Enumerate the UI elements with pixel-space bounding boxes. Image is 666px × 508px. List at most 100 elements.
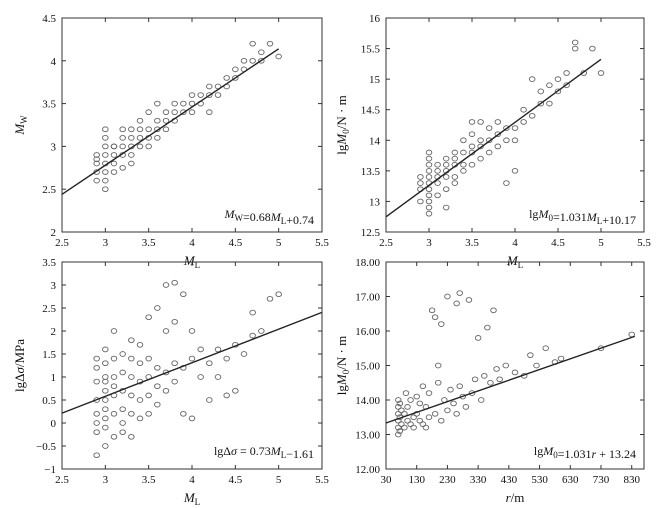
chart-panel-p3: 2.5 3 3.5 4 4.5 5 5.5 −1 −0.5 0 0.5 1 1.5 2 2.5 3 3.5 ML l… <box>12 257 329 507</box>
y-axis-label: lgM0/N · m <box>334 95 351 154</box>
data-point <box>431 314 439 321</box>
data-point <box>119 143 126 150</box>
y-tick-label: 1 <box>51 372 57 384</box>
data-point <box>162 328 170 334</box>
fit-equation: lgM0=1.031r + 13.24 <box>534 444 636 461</box>
data-point <box>102 126 109 133</box>
fit-equation: lgΔσ = 0.73ML−1.61 <box>214 444 314 461</box>
data-point <box>451 155 459 162</box>
data-point <box>93 364 100 371</box>
data-point <box>425 414 433 421</box>
data-point <box>434 379 442 386</box>
data-point <box>494 119 502 125</box>
data-point <box>546 82 553 89</box>
data-point <box>474 335 482 341</box>
data-point <box>128 374 135 380</box>
data-point <box>258 57 265 64</box>
y-tick-label: 13 <box>369 196 381 208</box>
data-point <box>93 429 100 436</box>
data-point <box>444 407 451 414</box>
data-point <box>537 88 545 95</box>
data-point <box>527 352 534 359</box>
data-point <box>456 383 463 390</box>
data-point <box>93 177 100 184</box>
regression-line <box>61 311 323 414</box>
data-point <box>128 134 135 141</box>
data-point <box>102 169 109 175</box>
data-point <box>128 392 135 399</box>
data-point <box>546 100 553 107</box>
regression-line <box>61 48 280 195</box>
x-tick-label: 4.5 <box>551 237 565 249</box>
regression-line <box>385 335 636 424</box>
data-point <box>404 417 411 424</box>
x-tick-label: 230 <box>439 474 456 486</box>
data-point <box>442 204 450 211</box>
data-point <box>477 119 484 125</box>
data-point <box>180 109 187 116</box>
data-point <box>128 126 135 133</box>
data-point <box>154 134 161 141</box>
x-axis-label: ML <box>183 253 200 270</box>
x-tick-label: 3 <box>103 474 109 486</box>
data-point <box>417 174 424 180</box>
data-point <box>154 364 161 371</box>
data-point <box>493 366 500 372</box>
data-point <box>484 324 491 331</box>
data-point <box>398 407 405 414</box>
data-point <box>197 374 204 380</box>
data-point <box>102 186 109 193</box>
data-point <box>136 143 144 150</box>
data-point <box>171 100 178 107</box>
data-point <box>434 180 441 186</box>
data-point <box>136 126 144 133</box>
data-point <box>442 155 450 162</box>
plot-frame <box>61 261 323 470</box>
data-point <box>494 143 502 150</box>
data-point <box>494 131 502 138</box>
data-point <box>266 295 274 302</box>
data-point <box>197 346 204 353</box>
data-point <box>477 143 484 150</box>
data-point <box>249 309 256 316</box>
x-tick-label: 30 <box>381 474 393 486</box>
data-point <box>110 410 118 417</box>
x-tick-label: 2.5 <box>55 237 69 249</box>
data-point <box>110 152 118 158</box>
data-point <box>557 355 565 362</box>
data-point <box>395 431 402 438</box>
data-point <box>154 126 161 133</box>
data-point <box>136 360 144 367</box>
data-point <box>171 109 178 116</box>
x-tick-label: 3.5 <box>142 474 156 486</box>
y-tick-label: 0 <box>51 418 57 430</box>
y-tick-label: 15 <box>369 74 381 86</box>
data-point <box>502 362 510 369</box>
plot-frame <box>385 261 645 470</box>
data-point <box>496 376 503 383</box>
data-point <box>145 314 152 321</box>
data-point <box>468 131 476 138</box>
data-point <box>490 307 497 314</box>
data-point <box>468 143 476 150</box>
data-point <box>425 168 433 174</box>
data-point <box>240 57 248 64</box>
data-point <box>431 410 439 417</box>
x-tick-label: 5 <box>276 474 282 486</box>
x-tick-label: 3.5 <box>142 237 156 249</box>
data-point <box>460 168 467 174</box>
data-point <box>528 112 536 119</box>
data-point <box>401 424 408 431</box>
data-point <box>477 155 484 162</box>
data-point <box>180 410 187 417</box>
x-tick-label: 3.5 <box>465 237 479 249</box>
data-point <box>110 433 118 440</box>
data-point <box>471 376 479 383</box>
x-tick-label: 830 <box>623 474 640 486</box>
data-point <box>93 452 100 459</box>
data-point <box>119 134 126 141</box>
data-point <box>128 433 135 440</box>
data-point <box>487 379 494 386</box>
data-point <box>206 397 213 403</box>
